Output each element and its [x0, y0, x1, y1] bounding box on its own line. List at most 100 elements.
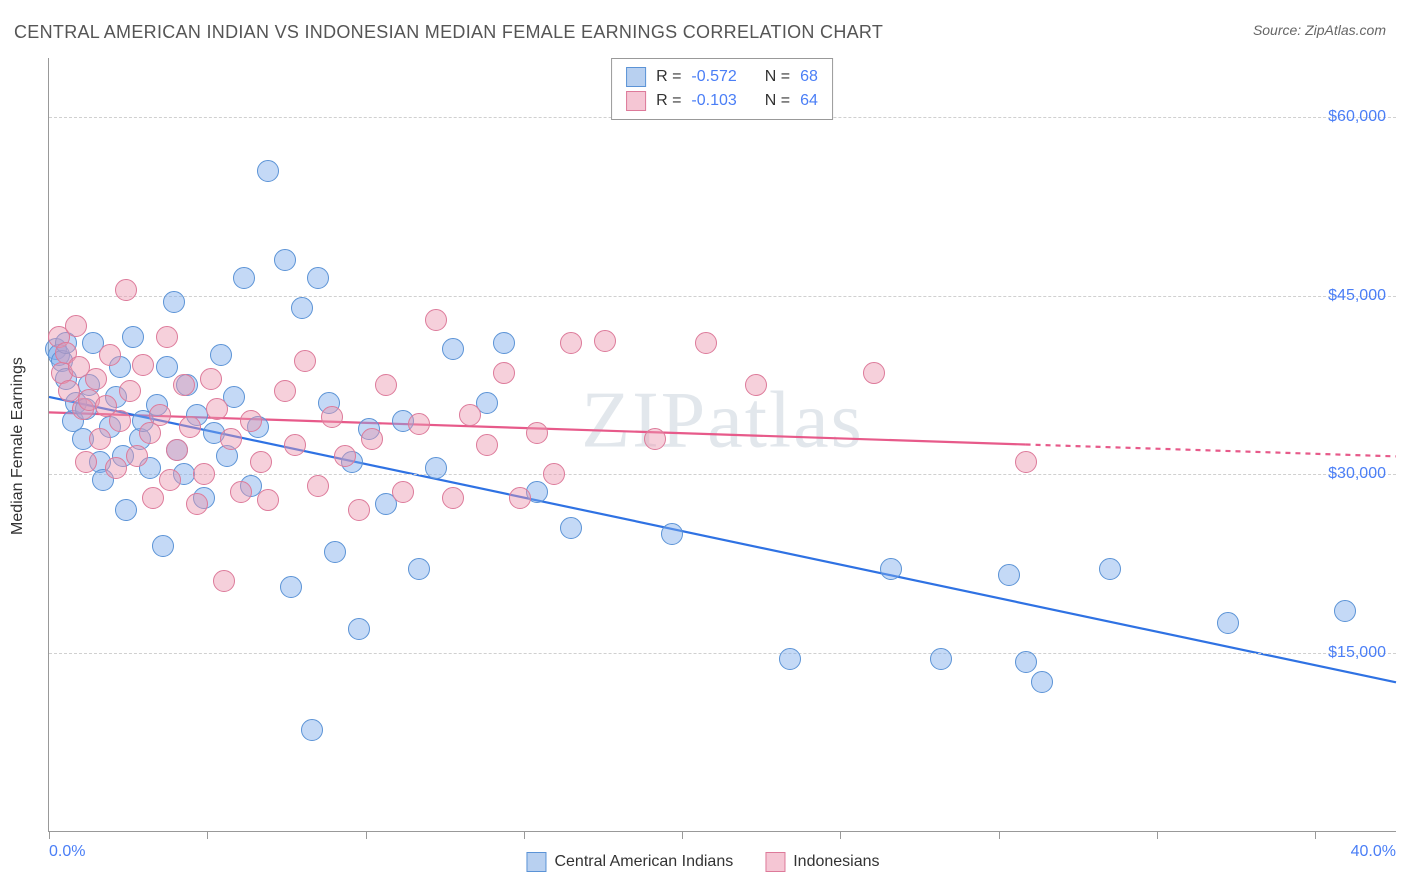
y-tick-label: $30,000 [1328, 465, 1386, 483]
stat-n-indo: 64 [800, 89, 818, 113]
scatter-point [65, 315, 87, 337]
scatter-point [109, 410, 131, 432]
scatter-point [291, 297, 313, 319]
stat-r-indo: -0.103 [691, 89, 736, 113]
plot-area: ZIPatlas $15,000$30,000$45,000$60,0000.0… [48, 58, 1396, 832]
scatter-point [156, 356, 178, 378]
scatter-point [193, 463, 215, 485]
stats-legend-box: R = -0.572 N = 68 R = -0.103 N = 64 [611, 58, 833, 120]
scatter-point [425, 457, 447, 479]
x-tick [999, 831, 1000, 839]
scatter-point [75, 451, 97, 473]
stat-r-key: R = [656, 65, 681, 89]
stat-n-key: N = [765, 89, 790, 113]
scatter-point [200, 368, 222, 390]
scatter-point [307, 267, 329, 289]
legend-item-cai: Central American Indians [526, 852, 733, 872]
scatter-point [166, 439, 188, 461]
series-legend: Central American Indians Indonesians [526, 852, 879, 872]
scatter-point [89, 428, 111, 450]
gridline [49, 296, 1396, 297]
x-tick [49, 831, 50, 839]
stat-n-cai: 68 [800, 65, 818, 89]
scatter-point [115, 279, 137, 301]
scatter-point [930, 648, 952, 670]
legend-label: Indonesians [793, 853, 879, 871]
y-tick-label: $45,000 [1328, 287, 1386, 305]
x-tick [840, 831, 841, 839]
stat-n-key: N = [765, 65, 790, 89]
scatter-point [745, 374, 767, 396]
scatter-point [526, 422, 548, 444]
scatter-point [442, 338, 464, 360]
scatter-point [543, 463, 565, 485]
x-tick [207, 831, 208, 839]
scatter-point [274, 249, 296, 271]
scatter-point [863, 362, 885, 384]
scatter-point [280, 576, 302, 598]
scatter-point [348, 499, 370, 521]
y-tick-label: $15,000 [1328, 644, 1386, 662]
x-tick [1157, 831, 1158, 839]
scatter-point [998, 564, 1020, 586]
scatter-point [284, 434, 306, 456]
x-tick-label: 0.0% [49, 843, 85, 861]
x-tick [524, 831, 525, 839]
scatter-point [152, 535, 174, 557]
swatch-pink-icon [626, 91, 646, 111]
regression-line [1026, 445, 1396, 457]
scatter-point [476, 434, 498, 456]
scatter-point [459, 404, 481, 426]
scatter-point [1099, 558, 1121, 580]
stat-r-cai: -0.572 [691, 65, 736, 89]
scatter-point [307, 475, 329, 497]
scatter-point [149, 404, 171, 426]
scatter-point [85, 368, 107, 390]
scatter-point [779, 648, 801, 670]
scatter-point [442, 487, 464, 509]
y-tick-label: $60,000 [1328, 108, 1386, 126]
scatter-point [159, 469, 181, 491]
scatter-point [119, 380, 141, 402]
scatter-point [695, 332, 717, 354]
scatter-point [163, 291, 185, 313]
legend-item-indo: Indonesians [765, 852, 879, 872]
scatter-point [233, 267, 255, 289]
scatter-point [324, 541, 346, 563]
scatter-point [206, 398, 228, 420]
scatter-point [220, 428, 242, 450]
scatter-point [294, 350, 316, 372]
x-tick-label: 40.0% [1351, 843, 1396, 861]
legend-label: Central American Indians [554, 853, 733, 871]
regression-line [49, 397, 1396, 682]
scatter-point [661, 523, 683, 545]
stats-row-indo: R = -0.103 N = 64 [626, 89, 818, 113]
scatter-point [321, 406, 343, 428]
x-tick [682, 831, 683, 839]
scatter-point [230, 481, 252, 503]
scatter-point [408, 558, 430, 580]
scatter-point [210, 344, 232, 366]
scatter-point [126, 445, 148, 467]
scatter-point [375, 374, 397, 396]
scatter-point [1015, 651, 1037, 673]
source-attribution: Source: ZipAtlas.com [1253, 22, 1386, 38]
scatter-point [644, 428, 666, 450]
scatter-point [105, 457, 127, 479]
stat-r-key: R = [656, 89, 681, 113]
swatch-blue-icon [626, 67, 646, 87]
scatter-point [132, 354, 154, 376]
scatter-point [493, 362, 515, 384]
scatter-point [122, 326, 144, 348]
swatch-blue-icon [526, 852, 546, 872]
scatter-point [156, 326, 178, 348]
scatter-point [594, 330, 616, 352]
scatter-point [173, 374, 195, 396]
scatter-point [408, 413, 430, 435]
scatter-point [361, 428, 383, 450]
scatter-point [493, 332, 515, 354]
scatter-point [257, 160, 279, 182]
scatter-point [392, 481, 414, 503]
y-axis-label: Median Female Earnings [9, 357, 27, 535]
scatter-point [1334, 600, 1356, 622]
